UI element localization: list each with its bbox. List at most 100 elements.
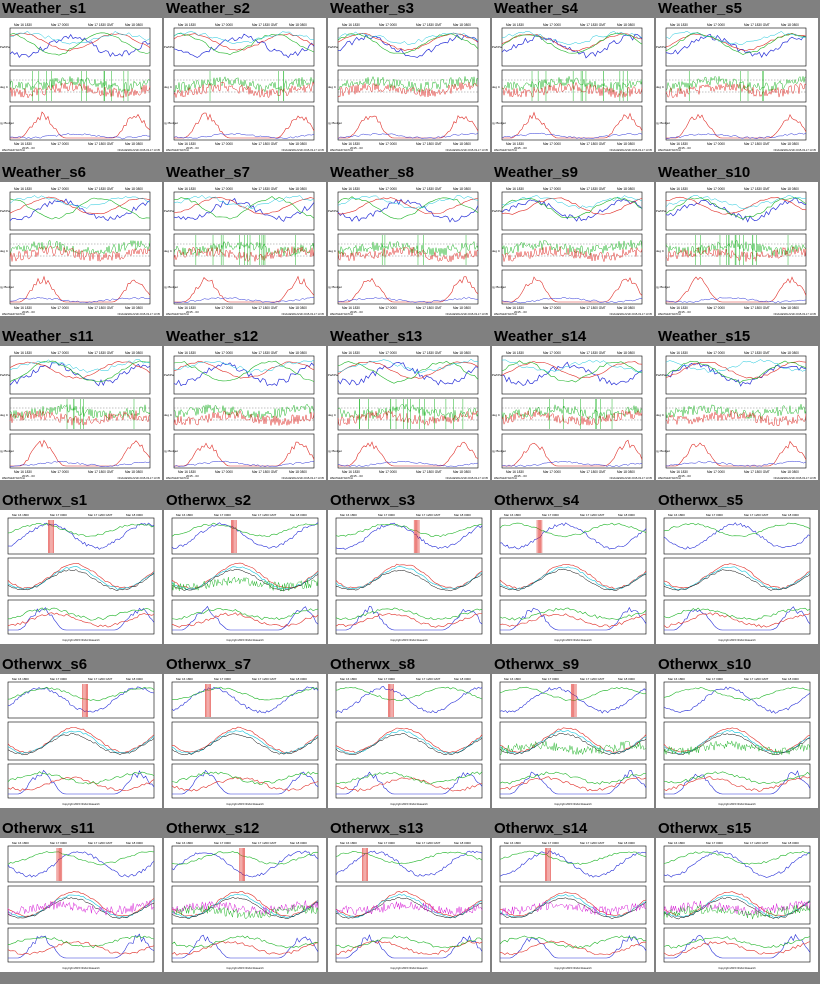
date-label: Mar 18 0800 (453, 470, 471, 474)
thumbnail-cell[interactable]: Otherwx_s11 Mar 16 1800 Mar 17 0000 Mar 17 … (0, 820, 162, 976)
thumbnail-image[interactable]: Mar 16 1800 Mar 17 0000 Mar 17 1200 GMT Mar… (0, 674, 162, 808)
panel-2-frame (173, 69, 315, 103)
thumbnail-cell[interactable]: Otherwx_s15 Mar 16 1800 Mar 17 0000 Mar 17 … (656, 820, 818, 976)
date-label: Mar 17 1800 GMT (88, 470, 114, 474)
panel-3-ylabel: Energy Budget (164, 285, 178, 289)
thumbnail-image[interactable]: Mar 16 1830 Mar 17 0000 Mar 17 1830 GMT Mar… (164, 18, 326, 152)
thumbnail-image[interactable]: Mar 16 1800 Mar 17 0000 Mar 17 1200 GMT Mar… (492, 674, 654, 808)
series-red (9, 410, 151, 426)
thumbnail-cell[interactable]: Otherwx_s14 Mar 16 1800 Mar 17 0000 Mar 17 … (492, 820, 654, 976)
thumbnail-cell[interactable]: Weather_s5 Mar 16 1830 Mar 17 0000 Mar 17 1… (656, 0, 818, 156)
thumbnail-image[interactable]: Mar 16 1800 Mar 17 0000 Mar 17 1200 GMT Mar… (492, 510, 654, 644)
thumbnail-image[interactable]: Mar 16 1800 Mar 17 0000 Mar 17 1200 GMT Mar… (164, 838, 326, 972)
series-red (9, 81, 151, 99)
thumbnail-cell[interactable]: Otherwx_s4 Mar 16 1800 Mar 17 0000 Mar 17 1… (492, 492, 654, 648)
series-blue (665, 197, 807, 223)
series-blue (9, 362, 151, 387)
date-label: Mar 16 1800 (340, 513, 357, 517)
date-label: Mar 18 0800 (289, 306, 307, 310)
thumbnail-image[interactable]: Mar 16 1830 Mar 17 0000 Mar 17 1830 GMT Mar… (328, 346, 490, 480)
thumbnail-image[interactable]: Mar 16 1800 Mar 17 0000 Mar 17 1200 GMT Mar… (328, 510, 490, 644)
thumbnail-image[interactable]: Mar 16 1830 Mar 17 0000 Mar 17 1830 GMT Mar… (164, 346, 326, 480)
thumbnail-title: Otherwx_s1 (2, 492, 88, 509)
thumbnail-cell[interactable]: Weather_s13 Mar 16 1830 Mar 17 0000 Mar 17 … (328, 328, 490, 484)
thumbnail-cell[interactable]: Otherwx_s1 Mar 16 1800 Mar 17 0000 Mar 17 1… (0, 492, 162, 648)
panel-3-frame (9, 105, 151, 141)
date-label: Mar 18 0800 (781, 470, 799, 474)
thumbnail-image[interactable]: Mar 16 1830 Mar 17 0000 Mar 17 1830 GMT Mar… (656, 18, 818, 152)
thumbnail-cell[interactable]: Weather_s14 Mar 16 1830 Mar 17 0000 Mar 17 … (492, 328, 654, 484)
series-blue (500, 606, 647, 631)
thumbnail-title: Weather_s3 (330, 0, 414, 17)
thumbnail-cell[interactable]: Weather_s1 Mar 16 1830 Mar 17 0000 Mar 17 1… (0, 0, 162, 156)
thumbnail-cell[interactable]: Otherwx_s7 Mar 16 1800 Mar 17 0000 Mar 17 1… (164, 656, 326, 812)
date-label: Mar 17 0000 (379, 470, 397, 474)
panel-1-frame (501, 27, 643, 67)
thumbnail-image[interactable]: Mar 16 1800 Mar 17 0000 Mar 17 1200 GMT Mar… (328, 838, 490, 972)
panel-2-frame (9, 397, 151, 431)
thumbnail-cell[interactable]: Weather_s11 Mar 16 1830 Mar 17 0000 Mar 17 … (0, 328, 162, 484)
series-cyan (9, 359, 151, 373)
thumbnail-cell[interactable]: Weather_s15 Mar 16 1830 Mar 17 0000 Mar 17 … (656, 328, 818, 484)
thumbnail-title: Otherwx_s13 (330, 820, 424, 837)
thumbnail-image[interactable]: Mar 16 1830 Mar 17 0000 Mar 17 1830 GMT Mar… (0, 182, 162, 316)
thumbnail-cell[interactable]: Otherwx_s13 Mar 16 1800 Mar 17 0000 Mar 17 … (328, 820, 490, 976)
thumbnail-image[interactable]: Mar 16 1830 Mar 17 0000 Mar 17 1830 GMT Mar… (328, 182, 490, 316)
series-green (171, 686, 319, 701)
thumbnail-cell[interactable]: Weather_s8 Mar 16 1830 Mar 17 0000 Mar 17 1… (328, 164, 490, 320)
series-green (171, 771, 319, 785)
date-label: Mar 18 0800 (781, 306, 799, 310)
thumbnail-image[interactable]: Mar 16 1830 Mar 17 0000 Mar 17 1830 GMT Mar… (656, 346, 818, 480)
thumbnail-cell[interactable]: Otherwx_s12 Mar 16 1800 Mar 17 0000 Mar 17 … (164, 820, 326, 976)
thumbnail-cell[interactable]: Weather_s6 Mar 16 1830 Mar 17 0000 Mar 17 1… (0, 164, 162, 320)
date-label: Mar 16 1800 (668, 513, 685, 517)
thumbnail-cell[interactable]: Otherwx_s10 Mar 16 1800 Mar 17 0000 Mar 17 … (656, 656, 818, 812)
thumbnail-image[interactable]: Mar 16 1830 Mar 17 0000 Mar 17 1830 GMT Mar… (164, 182, 326, 316)
thumbnail-image[interactable]: Mar 16 1800 Mar 17 0000 Mar 17 1200 GMT Mar… (328, 674, 490, 808)
thumbnail-cell[interactable]: Otherwx_s6 Mar 16 1800 Mar 17 0000 Mar 17 1… (0, 656, 162, 812)
thumbnail-cell[interactable]: Weather_s3 Mar 16 1830 Mar 17 0000 Mar 17 1… (328, 0, 490, 156)
thumbnail-cell[interactable]: Otherwx_s2 Mar 16 1800 Mar 17 0000 Mar 17 1… (164, 492, 326, 648)
thumbnail-image[interactable]: Mar 16 1800 Mar 17 0000 Mar 17 1200 GMT Mar… (656, 674, 818, 808)
thumbnail-cell[interactable]: Weather_s7 Mar 16 1830 Mar 17 0000 Mar 17 1… (164, 164, 326, 320)
thumbnail-image[interactable]: Mar 16 1830 Mar 17 0000 Mar 17 1830 GMT Mar… (492, 182, 654, 316)
series-blue (9, 33, 151, 59)
date-label: Mar 17 1830 GMT (252, 351, 278, 355)
footer-center: Copyright 2015 NOAA Research (718, 638, 756, 642)
thumbnail-image[interactable]: Mar 16 1800 Mar 17 0000 Mar 17 1200 GMT Mar… (164, 674, 326, 808)
thumbnail-image[interactable]: Mar 16 1800 Mar 17 0000 Mar 17 1200 GMT Mar… (0, 838, 162, 972)
date-label: Mar 17 1200 GMT (580, 513, 605, 517)
series-red (501, 32, 643, 52)
thumbnail-image[interactable]: Mar 16 1800 Mar 17 0000 Mar 17 1200 GMT Mar… (656, 838, 818, 972)
thumbnail-cell[interactable]: Weather_s2 Mar 16 1830 Mar 17 0000 Mar 17 1… (164, 0, 326, 156)
thumbnail-image[interactable]: Mar 16 1800 Mar 17 0000 Mar 17 1200 GMT Mar… (492, 838, 654, 972)
thumbnail-image[interactable]: Mar 16 1800 Mar 17 0000 Mar 17 1200 GMT Mar… (0, 510, 162, 644)
thumbnail-cell[interactable]: Weather_s12 Mar 16 1830 Mar 17 0000 Mar 17 … (164, 328, 326, 484)
thumbnail-cell[interactable]: Otherwx_s8 Mar 16 1800 Mar 17 0000 Mar 17 1… (328, 656, 490, 812)
thumbnail-image[interactable]: Mar 16 1830 Mar 17 0000 Mar 17 1830 GMT Mar… (0, 346, 162, 480)
thumbnail-cell[interactable]: Weather_s10 Mar 16 1830 Mar 17 0000 Mar 17 … (656, 164, 818, 320)
thumbnail-image[interactable]: Mar 16 1830 Mar 17 0000 Mar 17 1830 GMT Mar… (328, 18, 490, 152)
date-label: Mar 17 0000 (543, 23, 561, 27)
thumbnail-image[interactable]: Mar 16 1830 Mar 17 0000 Mar 17 1830 GMT Mar… (0, 18, 162, 152)
panel-1-frame (665, 191, 807, 231)
date-label: Mar 18 0800 (781, 351, 799, 355)
thumbnail-image[interactable]: Mar 16 1830 Mar 17 0000 Mar 17 1830 GMT Mar… (656, 182, 818, 316)
panel-2-frame (337, 233, 479, 267)
thumbnail-image[interactable]: Mar 16 1800 Mar 17 0000 Mar 17 1200 GMT Mar… (164, 510, 326, 644)
thumbnail-cell[interactable]: Weather_s4 Mar 16 1830 Mar 17 0000 Mar 17 1… (492, 0, 654, 156)
thumbnail-cell[interactable]: Weather_s9 Mar 16 1830 Mar 17 0000 Mar 17 1… (492, 164, 654, 320)
series-red (7, 563, 155, 590)
thumbnail-image[interactable]: Mar 16 1830 Mar 17 0000 Mar 17 1830 GMT Mar… (492, 18, 654, 152)
date-label: Mar 17 0000 (379, 351, 397, 355)
panel-3-frame (171, 599, 319, 635)
thumbnail-cell[interactable]: Otherwx_s3 Mar 16 1800 Mar 17 0000 Mar 17 1… (328, 492, 490, 648)
thumbnail-image[interactable]: Mar 16 1800 Mar 17 0000 Mar 17 1200 GMT Mar… (656, 510, 818, 644)
panel-1-ylabel: kPa/hPa (492, 209, 502, 213)
panel-1-frame (337, 27, 479, 67)
thumbnail-cell[interactable]: Otherwx_s9 Mar 16 1800 Mar 17 0000 Mar 17 1… (492, 656, 654, 812)
series-green (501, 76, 643, 93)
date-label: Mar 18 0800 (125, 306, 143, 310)
thumbnail-image[interactable]: Mar 16 1830 Mar 17 0000 Mar 17 1830 GMT Mar… (492, 346, 654, 480)
thumbnail-cell[interactable]: Otherwx_s5 Mar 16 1800 Mar 17 0000 Mar 17 1… (656, 492, 818, 648)
